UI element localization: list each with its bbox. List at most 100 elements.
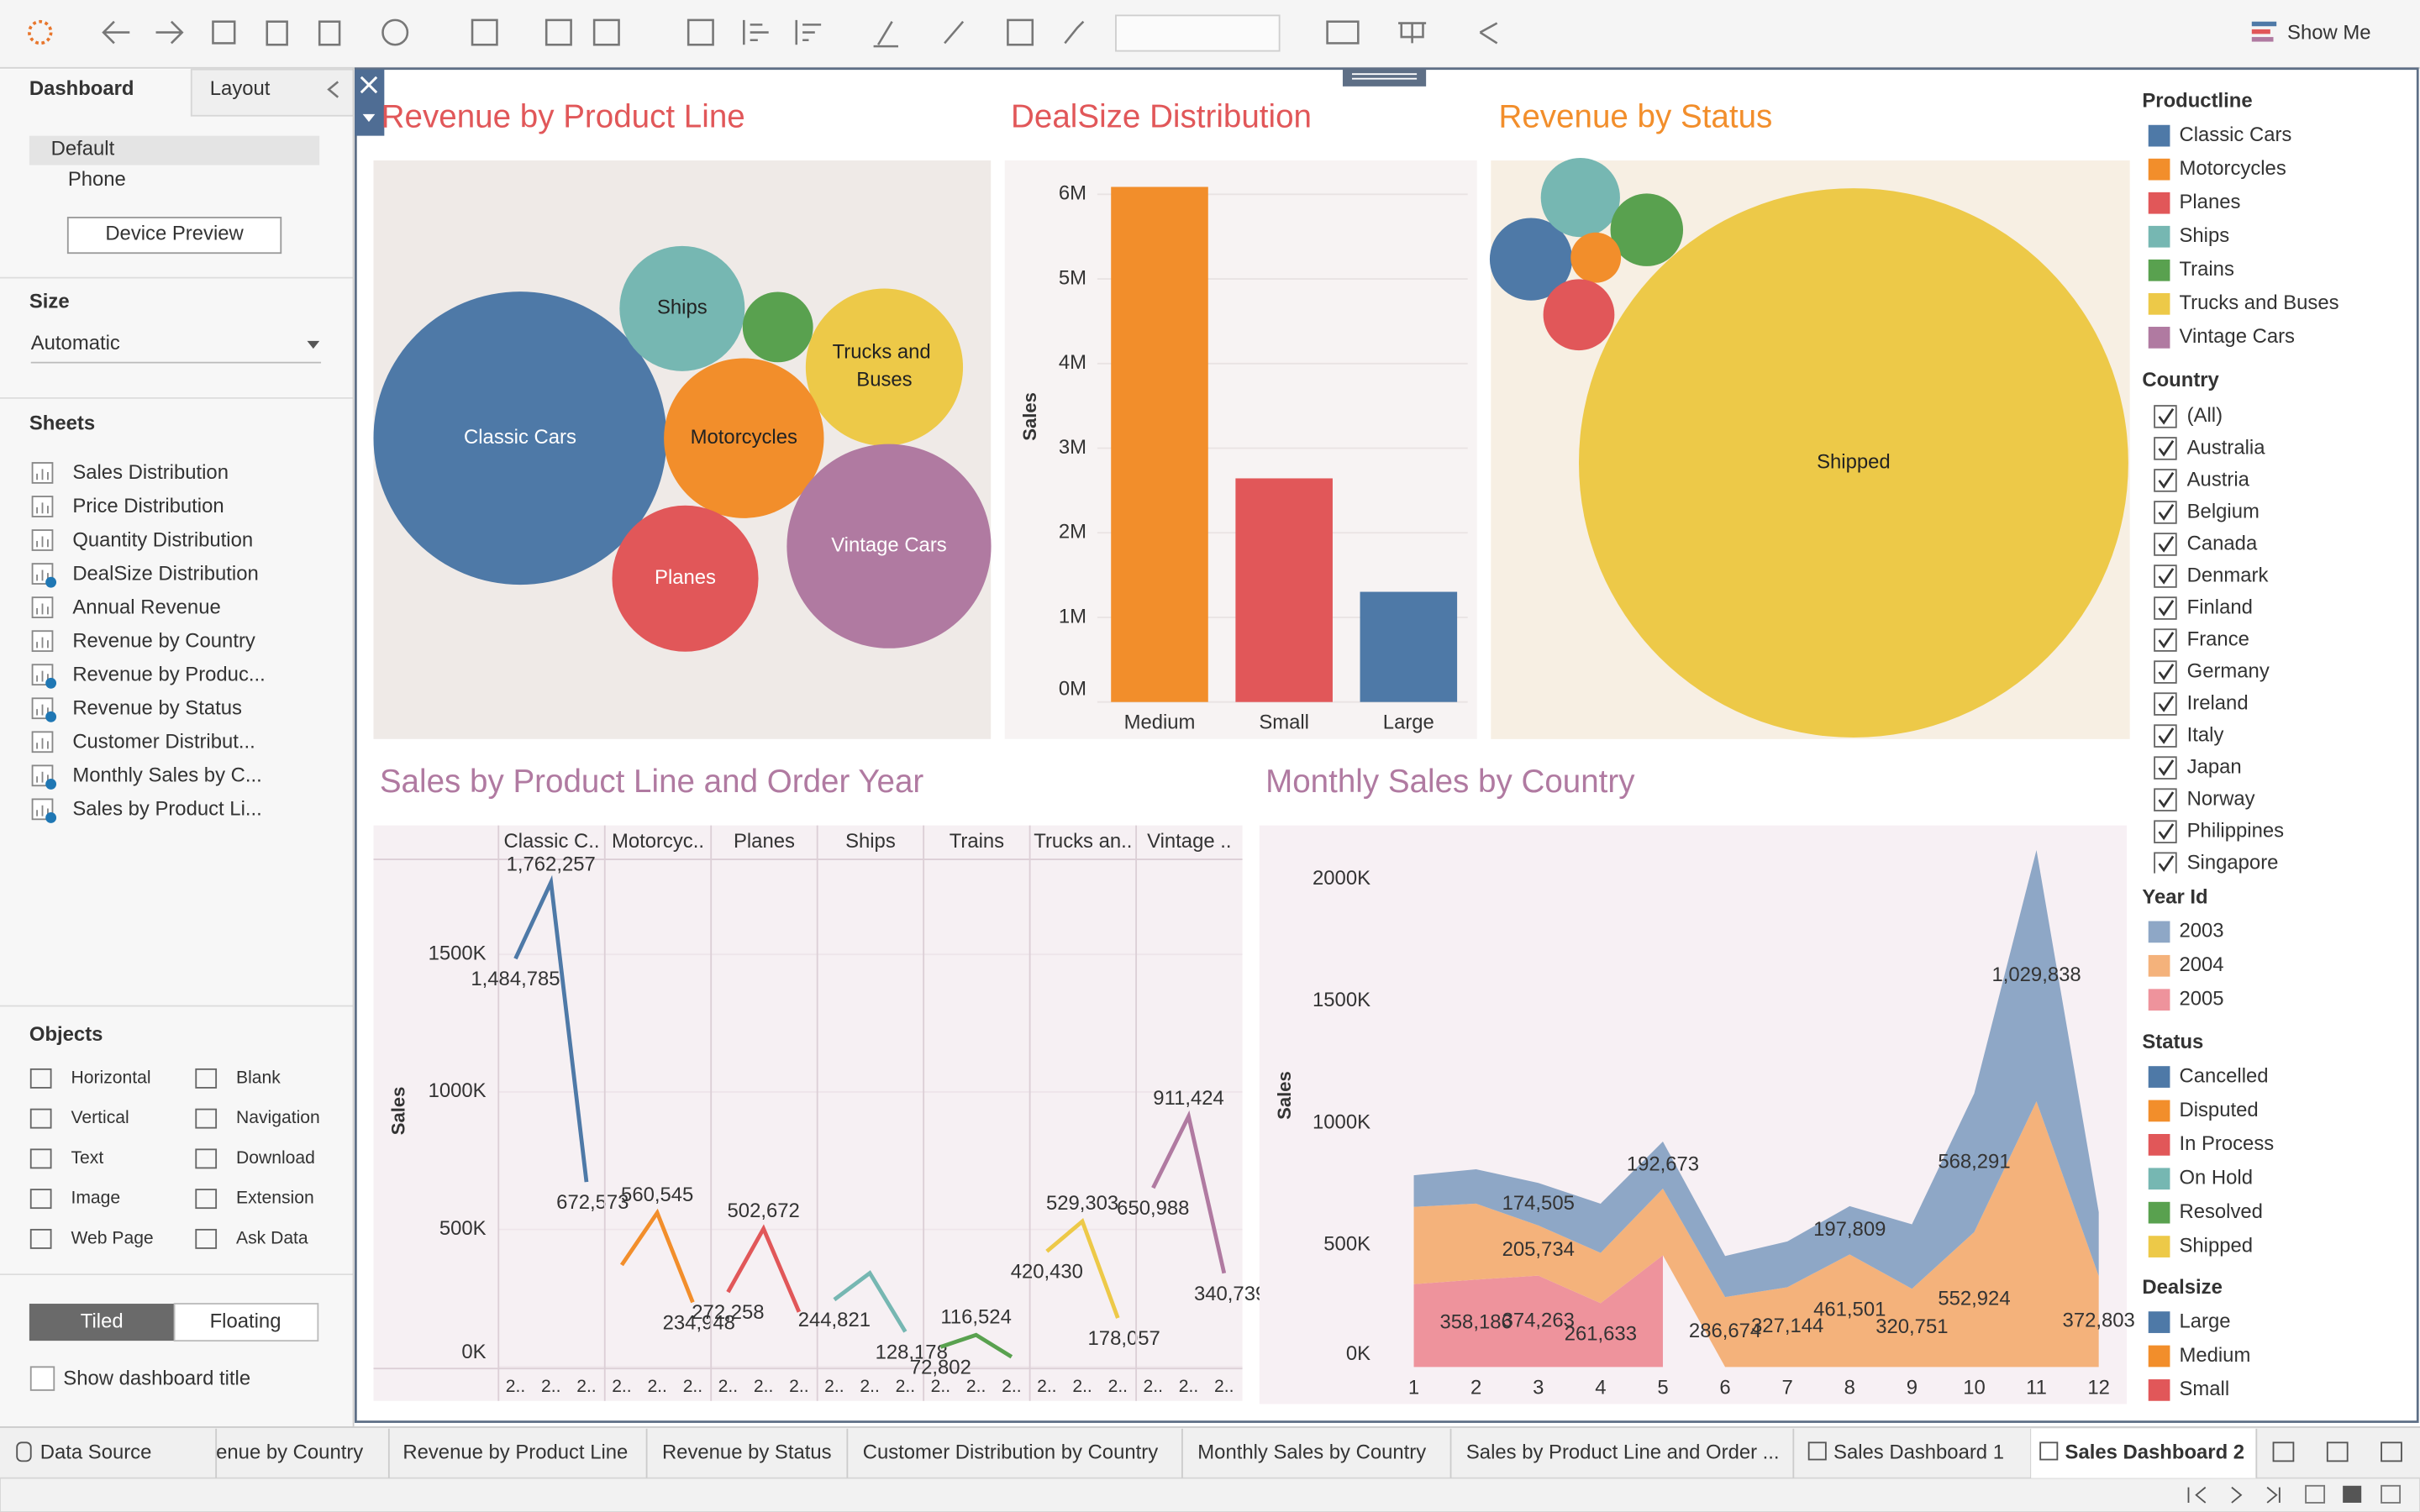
sheet-tab[interactable]: Sales Dashboard 2 [2065,1441,2245,1464]
sheet-tab[interactable]: Sales by Product Line and Order ... [1466,1441,1780,1464]
filter-check[interactable] [2158,600,2175,617]
sheet-tab[interactable]: Revenue by Status [662,1441,832,1464]
object-item[interactable]: Blank [236,1068,281,1087]
datasource-icon[interactable] [266,20,288,46]
filter-checkbox[interactable] [2154,596,2177,620]
new-sheet-button[interactable] [2381,1441,2402,1462]
sheet-item[interactable]: Revenue by Country [72,629,255,652]
filter-check[interactable] [2158,664,2175,680]
filter-item[interactable]: Philippines [2187,819,2284,842]
undo-icon[interactable] [102,20,130,45]
close-icon[interactable] [360,76,378,94]
duplicate-icon[interactable] [544,18,572,46]
filter-checkbox[interactable] [2154,564,2177,588]
sheet-item[interactable]: Sales Distribution [72,461,229,484]
sheet-tab[interactable]: Sales Dashboard 1 [1833,1441,2004,1464]
object-item[interactable]: Download [236,1148,315,1168]
swap-icon[interactable] [687,18,714,46]
sheet-item[interactable]: Customer Distribut... [72,731,255,753]
move-handle[interactable] [1342,67,1427,87]
sheet-tab[interactable]: enue by Country [216,1441,363,1464]
highlight-icon[interactable] [873,21,898,48]
filter-check[interactable] [2158,823,2175,840]
sheet-item[interactable]: Monthly Sales by C... [72,764,261,787]
filter-check[interactable] [2158,439,2175,457]
object-item[interactable]: Text [71,1148,103,1168]
new-sheet-button[interactable] [2326,1441,2349,1462]
filter-check[interactable] [2158,727,2175,744]
object-item[interactable]: Extension [236,1189,314,1208]
filter-item[interactable]: France [2187,627,2249,650]
filter-item[interactable]: Norway [2187,787,2255,810]
view-icon[interactable] [2343,1485,2362,1503]
filter-check[interactable] [2158,632,2175,648]
filter-item[interactable]: Singapore [2187,852,2279,874]
object-item[interactable]: Navigation [236,1108,320,1127]
annotate-icon[interactable] [944,20,965,45]
sheet-tab[interactable]: Revenue by Product Line [402,1441,628,1464]
filter-item[interactable]: Canada [2187,532,2258,554]
menu-arrow[interactable] [362,113,376,123]
filter-check[interactable] [2158,696,2175,712]
filter-check[interactable] [2158,791,2175,808]
sheet-item[interactable]: Revenue by Status [72,696,242,719]
show-title-checkbox[interactable] [29,1366,55,1391]
sheet-item[interactable]: Quantity Distribution [72,528,253,551]
refresh-icon[interactable] [381,18,409,46]
show-cards-icon[interactable] [1326,20,1360,45]
filter-check[interactable] [2158,536,2175,553]
object-item[interactable]: Image [71,1189,120,1208]
show-me-button[interactable]: Show Me [2287,22,2370,45]
view-icon[interactable] [2305,1484,2326,1504]
filter-check[interactable] [2158,568,2175,585]
object-item[interactable]: Horizontal [71,1068,150,1087]
filter-check[interactable] [2158,855,2175,872]
filter-check[interactable] [2158,472,2175,489]
fit-dropdown[interactable] [1115,14,1281,52]
filter-item[interactable]: Germany [2187,659,2270,682]
tiled-label[interactable]: Tiled [81,1310,124,1332]
floating-label[interactable]: Floating [210,1310,281,1332]
device-preview-label[interactable]: Device Preview [105,222,244,244]
sheet-item[interactable]: Annual Revenue [72,596,220,618]
sheet-item[interactable]: Revenue by Produc... [72,663,265,685]
filter-check[interactable] [2158,407,2175,425]
size-dropdown-arrow[interactable] [307,340,320,349]
sheet-item[interactable]: Sales by Product Li... [72,798,261,821]
move-handle-grip[interactable] [1351,73,1418,80]
pin-icon[interactable] [1064,20,1085,45]
view-icon[interactable] [2381,1484,2402,1504]
dashboard-tab[interactable]: Dashboard [29,77,134,100]
new-sheet-icon[interactable] [471,18,498,46]
filter-check[interactable] [2158,504,2175,521]
sort-desc-icon[interactable] [795,19,822,45]
sheet-item[interactable]: Price Distribution [72,495,224,517]
sheet-tab[interactable]: Monthly Sales by Country [1197,1441,1426,1464]
sort-asc-icon[interactable] [743,19,769,45]
filter-check[interactable] [2158,759,2175,776]
presentation-icon[interactable] [1398,22,1427,44]
show-title-label[interactable]: Show dashboard title [63,1367,250,1389]
sheet-tab[interactable]: Data Source [40,1441,152,1464]
filter-item[interactable]: Japan [2187,755,2242,778]
floating-button[interactable] [173,1303,319,1342]
filter-item[interactable]: Austria [2187,468,2250,491]
device-default[interactable]: Default [51,137,115,160]
filter-item[interactable]: Belgium [2187,500,2260,522]
filter-item[interactable]: (All) [2187,404,2223,427]
close-box[interactable] [355,69,385,136]
device-phone[interactable]: Phone [68,168,126,191]
sheet-item[interactable]: DealSize Distribution [72,562,258,585]
size-value[interactable]: Automatic [31,332,120,354]
new-sheet-button[interactable] [2272,1441,2295,1462]
device-preview-button[interactable] [66,217,282,255]
filter-item[interactable]: Italy [2187,723,2224,746]
filter-item[interactable]: Ireland [2187,691,2249,714]
filter-item[interactable]: Denmark [2187,564,2269,586]
object-item[interactable]: Vertical [71,1108,129,1127]
filter-item[interactable]: Finland [2187,596,2253,618]
filter-item[interactable]: Australia [2187,436,2266,459]
object-item[interactable]: Web Page [71,1228,153,1247]
label-icon[interactable] [1007,18,1034,46]
tiled-button[interactable] [29,1304,175,1341]
